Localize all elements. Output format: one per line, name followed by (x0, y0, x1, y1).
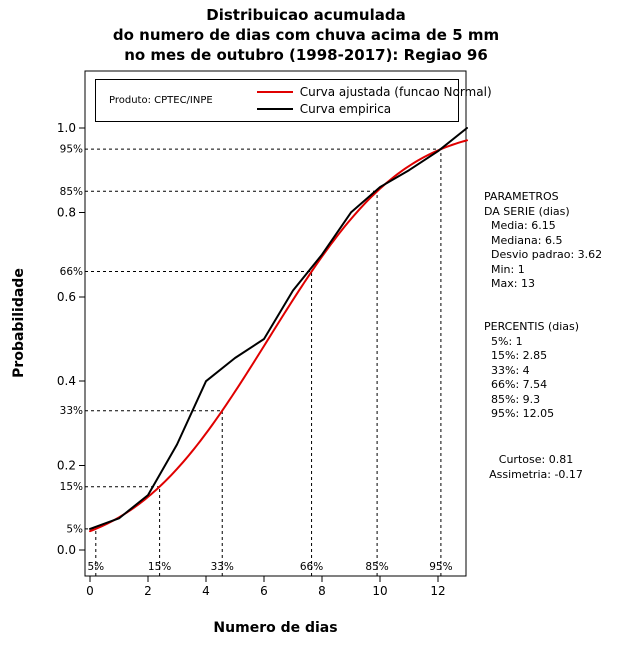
percentil-item: 66%: 7.54 (491, 378, 548, 391)
y-tick-label: 0.6 (57, 290, 76, 304)
y-tick-label: 1.0 (57, 121, 76, 135)
title-line-1: Distribuicao acumulada (206, 6, 406, 24)
legend-label-empirical: Curva empirica (299, 102, 392, 116)
y-tick-label: 0.8 (57, 205, 76, 219)
percentil-item: 33%: 4 (491, 363, 530, 377)
series-parameters-panel: PARAMETROS DA SERIE (dias) Media: 6.15 Medi… (484, 190, 602, 292)
legend-box: Produto: CPTEC/INPE Curva ajustada (func… (95, 79, 492, 122)
percentile-left-label: 95% (60, 144, 83, 156)
percentile-bottom-label: 85% (365, 561, 388, 573)
percentil-item: 15%: 2.85 (491, 349, 548, 362)
percentil-item: 5%: 1 (491, 334, 523, 348)
legend-product-label: Produto: CPTEC/INPE (109, 95, 213, 106)
percentile-left-label: 85% (60, 186, 83, 198)
percentile-bottom-label: 95% (429, 561, 452, 573)
percentile-left-label: 5% (66, 523, 83, 535)
title-line-3: no mes de outubro (1998-2017): Regiao 96 (124, 46, 488, 64)
param-item: Desvio padrao: 3.62 (491, 248, 603, 261)
y-tick-label: 0.0 (57, 543, 76, 557)
x-axis-label: Numero de dias (213, 620, 338, 636)
x-tick-label: 2 (144, 584, 152, 598)
percentile-bottom-label: 66% (300, 561, 323, 573)
kurtosis-value: Curtose: 0.81 (498, 453, 574, 466)
params-subheading: DA SERIE (dias) (484, 204, 570, 218)
y-tick-label: 0.2 (57, 459, 76, 473)
title-line-2: do numero de dias com chuva acima de 5 m… (112, 26, 500, 44)
x-tick-label: 8 (318, 584, 326, 598)
percentile-left-label: 15% (60, 481, 83, 493)
percentil-item: 85%: 9.3 (491, 392, 541, 406)
params-heading: PARAMETROS (484, 190, 559, 203)
percentis-heading: PERCENTIS (dias) (484, 320, 580, 333)
legend-entries: Curva ajustada (funcao Normal) Curva emp… (256, 84, 492, 118)
x-tick-label: 12 (430, 584, 445, 598)
percentile-bottom-label: 33% (211, 561, 234, 573)
param-item: Min: 1 (491, 262, 525, 276)
percentile-left-label: 33% (60, 405, 83, 417)
x-tick-label: 6 (260, 584, 268, 598)
percentile-left-label: 66% (60, 266, 83, 278)
fitted-curve (89, 139, 468, 533)
percentile-bottom-label: 15% (148, 561, 171, 573)
percentil-item: 95%: 12.05 (491, 407, 555, 420)
fitted-curve-line-sample (256, 91, 293, 93)
percentile-bottom-label: 5% (87, 561, 104, 573)
param-item: Mediana: 6.5 (491, 233, 563, 247)
legend-entry-fitted: Curva ajustada (funcao Normal) (256, 84, 492, 101)
y-axis-label: Probabilidade (11, 268, 27, 378)
percentiles-panel: PERCENTIS (dias) 5%: 1 15%: 2.85 33%: 4 66%:… (484, 320, 579, 422)
legend-entry-empirical: Curva empirica (256, 101, 492, 118)
param-item: Media: 6.15 (491, 219, 556, 232)
x-tick-label: 4 (202, 584, 210, 598)
empirical-curve-line-sample (256, 108, 293, 110)
moments-panel: Curtose: 0.81 Assimetria: -0.17 (452, 452, 620, 482)
skewness-value: Assimetria: -0.17 (489, 468, 583, 481)
x-tick-label: 10 (372, 584, 387, 598)
param-item: Max: 13 (491, 277, 535, 290)
x-tick-label: 0 (86, 584, 94, 598)
y-tick-label: 0.4 (57, 374, 76, 388)
empirical-curve (89, 127, 468, 530)
chart-title: Distribuicao acumulada do numero de dias… (0, 5, 612, 65)
legend-label-fitted: Curva ajustada (funcao Normal) (299, 85, 492, 99)
plot-box (84, 70, 467, 577)
